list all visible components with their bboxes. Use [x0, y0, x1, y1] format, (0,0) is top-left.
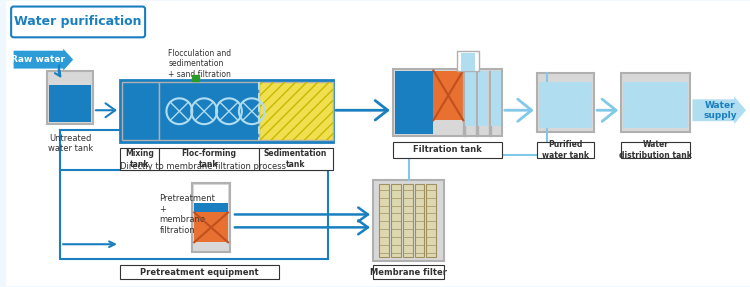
Bar	[192, 183, 230, 252]
Text: Mixing
tank: Mixing tank	[125, 149, 154, 168]
Bar	[464, 71, 465, 136]
Bar	[259, 82, 333, 140]
Bar	[192, 75, 200, 82]
Text: Floc-forming
tank: Floc-forming tank	[182, 149, 236, 168]
Bar	[373, 265, 444, 279]
Text: Pretreatment
+
membrane
filtration: Pretreatment + membrane filtration	[160, 194, 215, 234]
Bar	[478, 71, 488, 126]
Bar	[394, 71, 419, 134]
Bar	[461, 53, 475, 71]
Bar	[373, 180, 444, 261]
Bar	[415, 184, 424, 257]
FancyArrow shape	[692, 96, 746, 124]
Bar	[259, 82, 333, 140]
Bar	[47, 71, 93, 124]
Bar	[433, 71, 464, 120]
Bar	[194, 203, 228, 212]
Bar	[491, 71, 501, 126]
Text: Water purification: Water purification	[14, 15, 142, 28]
Text: Untreated
water tank: Untreated water tank	[47, 134, 93, 154]
Bar	[120, 265, 278, 279]
Text: Membrane filter: Membrane filter	[370, 267, 447, 276]
Text: Water
distribution tank: Water distribution tank	[620, 140, 692, 160]
FancyArrow shape	[13, 49, 74, 71]
Bar	[60, 170, 328, 259]
Bar	[536, 73, 594, 132]
Bar	[621, 142, 691, 158]
Bar	[50, 86, 91, 122]
Text: Pretreatment equipment: Pretreatment equipment	[140, 267, 259, 276]
Bar	[391, 184, 400, 257]
Text: Raw water: Raw water	[11, 55, 65, 64]
Bar	[120, 80, 333, 142]
Bar	[623, 82, 688, 128]
Bar	[403, 184, 412, 257]
Bar	[160, 82, 259, 140]
Bar	[122, 82, 160, 140]
Bar	[160, 148, 259, 170]
Bar	[465, 71, 475, 126]
Text: Flocculation and
sedimentation
+ sand filtration: Flocculation and sedimentation + sand fi…	[169, 49, 232, 79]
Bar	[476, 71, 478, 136]
Text: Purified
water tank: Purified water tank	[542, 140, 589, 160]
Bar	[536, 142, 594, 158]
Bar	[194, 212, 228, 242]
Bar	[194, 242, 228, 250]
Text: Water
supply: Water supply	[704, 100, 737, 120]
Bar	[489, 71, 491, 136]
Bar	[427, 184, 436, 257]
Bar	[393, 142, 502, 158]
Text: Sedimentation
tank: Sedimentation tank	[264, 149, 327, 168]
Bar	[538, 82, 592, 128]
FancyBboxPatch shape	[11, 7, 145, 37]
Bar	[419, 71, 434, 134]
Bar	[621, 73, 691, 132]
Bar	[120, 148, 160, 170]
Bar	[194, 185, 228, 203]
Bar	[259, 148, 333, 170]
Text: Filtration tank: Filtration tank	[413, 146, 482, 154]
Bar	[379, 184, 388, 257]
Bar	[458, 51, 479, 71]
Text: Directly to membrane filtration process: Directly to membrane filtration process	[120, 162, 286, 171]
Bar	[393, 69, 502, 136]
